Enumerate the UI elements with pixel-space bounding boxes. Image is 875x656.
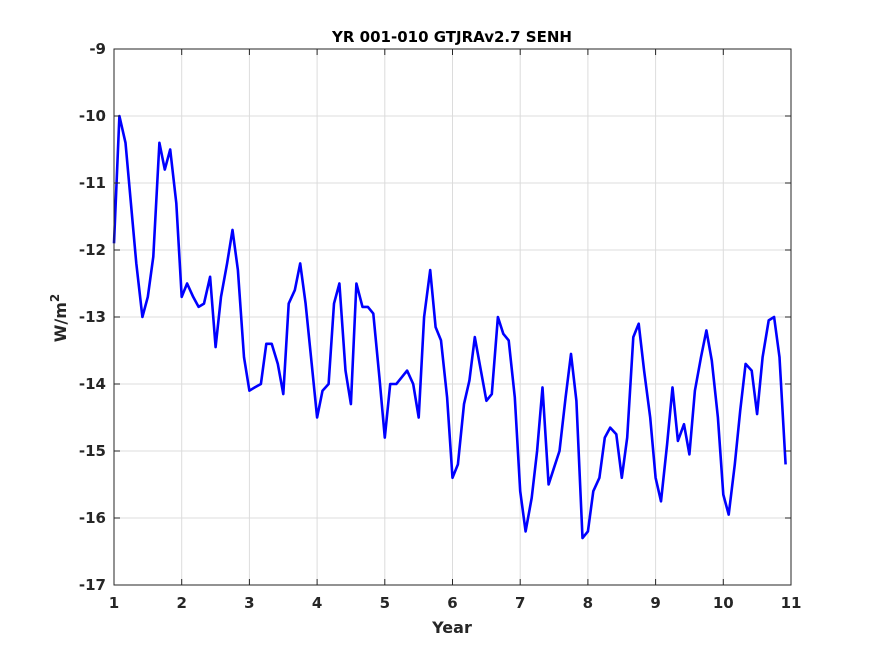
x-tick-label: 2 xyxy=(176,594,186,612)
x-axis-label: Year xyxy=(431,618,472,637)
y-tick-label: -15 xyxy=(79,442,106,460)
x-tick-label: 5 xyxy=(380,594,390,612)
x-tick-label: 9 xyxy=(650,594,660,612)
tick-labels: 1 2 3 4 5 6 7 8 9 10 11 -9 -10 -11 -12 -13 -14 -15 -16 -17 xyxy=(79,40,802,612)
x-tick-label: 3 xyxy=(244,594,254,612)
y-tick-label: -14 xyxy=(79,375,106,393)
y-tick-label: -11 xyxy=(79,174,106,192)
y-tick-label: -17 xyxy=(79,576,106,594)
grid-lines xyxy=(114,49,791,585)
y-tick-label: -9 xyxy=(89,40,106,58)
x-tick-label: 7 xyxy=(515,594,525,612)
y-tick-label: -16 xyxy=(79,509,106,527)
x-tick-label: 11 xyxy=(781,594,802,612)
x-tick-label: 4 xyxy=(312,594,322,612)
x-tick-label: 8 xyxy=(583,594,593,612)
y-tick-label: -13 xyxy=(79,308,106,326)
chart-title: YR 001-010 GTJRAv2.7 SENH xyxy=(331,28,572,46)
series-layer xyxy=(112,114,787,540)
series-line xyxy=(112,114,787,540)
y-tick-label: -10 xyxy=(79,107,106,125)
y-axis-label-superscript: 2 xyxy=(48,294,62,302)
y-axis-label-text: W/m xyxy=(51,302,70,342)
x-tick-label: 10 xyxy=(713,594,734,612)
y-tick-label: -12 xyxy=(79,241,106,259)
tick-marks xyxy=(113,48,792,586)
x-tick-label: 1 xyxy=(109,594,119,612)
x-tick-label: 6 xyxy=(447,594,457,612)
y-axis-label: W/m2 xyxy=(48,294,70,343)
